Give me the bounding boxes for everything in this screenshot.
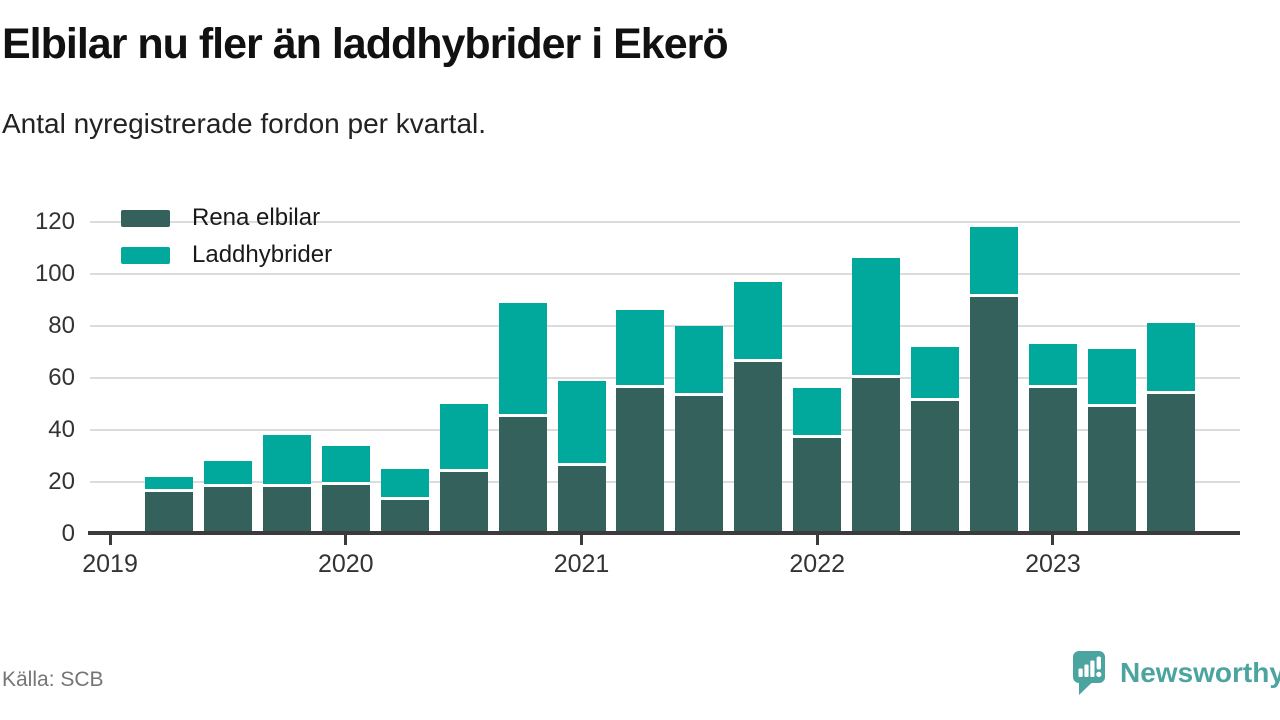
bar-segment-laddhybrider [616, 310, 665, 389]
bar-segment-laddhybrider [203, 461, 252, 488]
bar-segment-rena-elbilar [852, 378, 901, 534]
x-axis-tick-label: 2021 [553, 550, 610, 578]
y-axis-tick-label: 80 [48, 312, 75, 339]
x-axis-tick [1051, 535, 1055, 545]
gridline-y-40 [90, 429, 1240, 431]
page-title: Elbilar nu fler än laddhybrider i Ekerö [2, 20, 729, 68]
bar-segment-rena-elbilar [911, 401, 960, 534]
gridline-y-80 [90, 325, 1240, 327]
newsworthy-logo-icon [1073, 651, 1105, 695]
gridline-y-120 [90, 221, 1240, 223]
bar-segment-laddhybrider [852, 258, 901, 378]
x-axis-tick [108, 535, 112, 545]
bar-segment-rena-elbilar [970, 297, 1019, 534]
legend-label: Laddhybrider [192, 241, 333, 268]
chart-legend: Rena elbilar Laddhybrider [121, 204, 332, 278]
bar-segment-rena-elbilar [1087, 406, 1136, 534]
y-axis-tick-label: 100 [34, 260, 75, 287]
bar-segment-laddhybrider [498, 302, 547, 417]
bar-segment-rena-elbilar [262, 487, 311, 534]
bar-segment-rena-elbilar [557, 466, 606, 534]
bar-segment-rena-elbilar [1028, 388, 1077, 534]
bar-segment-laddhybrider [734, 281, 783, 363]
bar-segment-rena-elbilar [1146, 393, 1195, 534]
gridline-y-60 [90, 377, 1240, 379]
y-axis-tick-label: 120 [34, 208, 75, 235]
bar-segment-rena-elbilar [793, 437, 842, 534]
x-axis-tick-label: 2020 [317, 550, 374, 578]
bar-segment-rena-elbilar [380, 500, 429, 534]
bar-segment-laddhybrider [1146, 323, 1195, 394]
newsworthy-logo[interactable]: Newsworthy [1072, 650, 1280, 696]
bar-segment-rena-elbilar [321, 484, 370, 534]
y-axis-tick-label: 20 [48, 468, 75, 495]
y-axis-tick-label: 40 [48, 416, 75, 443]
bar-segment-laddhybrider [793, 388, 842, 438]
gridline-y-100 [90, 273, 1240, 275]
x-axis-tick-label: 2019 [82, 550, 138, 578]
bar-segment-laddhybrider [262, 435, 311, 488]
bar-segment-laddhybrider [970, 227, 1019, 298]
y-axis-tick-label: 0 [61, 520, 75, 547]
x-axis-tick [815, 535, 819, 545]
bar-segment-rena-elbilar [203, 487, 252, 534]
bar-segment-rena-elbilar [616, 388, 665, 534]
bar-segment-laddhybrider [911, 346, 960, 402]
legend-label: Rena elbilar [192, 204, 321, 231]
newsworthy-logo-text: Newsworthy [1120, 657, 1280, 688]
bar-segment-laddhybrider [675, 326, 724, 397]
bar-segment-laddhybrider [380, 469, 429, 501]
x-axis-tick-label: 2023 [1025, 550, 1081, 578]
legend-item-laddhybrider: Laddhybrider [121, 241, 332, 269]
bar-segment-laddhybrider [321, 445, 370, 485]
x-axis-line [88, 531, 1240, 535]
legend-item-rena-elbilar: Rena elbilar [121, 204, 332, 232]
bar-segment-laddhybrider [1087, 349, 1136, 407]
bar-segment-rena-elbilar [439, 471, 488, 534]
bar-segment-rena-elbilar [734, 362, 783, 534]
legend-swatch-rena-elbilar [121, 209, 170, 227]
y-axis-tick-label: 60 [48, 364, 75, 391]
source-attribution: Källa: SCB [2, 668, 104, 691]
bar-segment-laddhybrider [439, 404, 488, 472]
bar-segment-laddhybrider [145, 476, 193, 493]
x-axis-tick [580, 535, 583, 545]
chart-subtitle: Antal nyregistrerade fordon per kvartal. [2, 108, 487, 139]
gridline-y-20 [90, 481, 1240, 483]
bar-segment-rena-elbilar [145, 492, 193, 534]
x-axis-tick [344, 535, 348, 545]
x-axis-tick-label: 2022 [789, 550, 846, 578]
bar-segment-rena-elbilar [498, 417, 547, 534]
legend-swatch-laddhybrider [121, 246, 170, 264]
bar-segment-rena-elbilar [675, 396, 724, 534]
bar-segment-laddhybrider [1028, 344, 1077, 389]
bar-segment-laddhybrider [557, 380, 606, 467]
